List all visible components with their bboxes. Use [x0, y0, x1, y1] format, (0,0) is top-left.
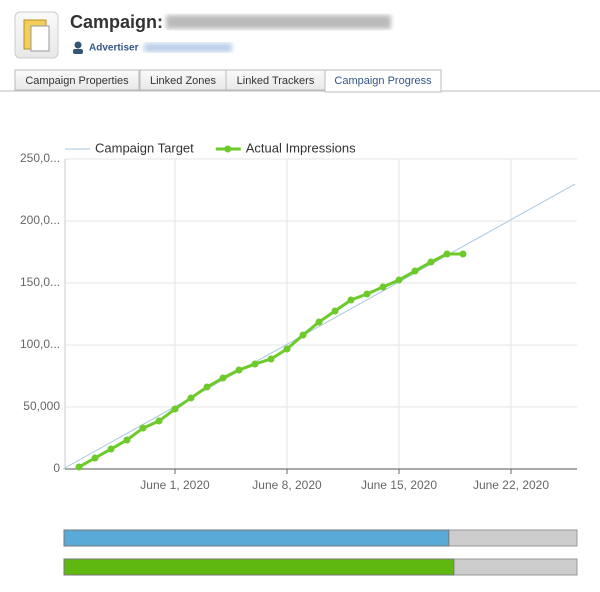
point [171, 405, 179, 413]
legend-marker [224, 145, 232, 153]
point [123, 436, 131, 444]
progress-fill [63, 529, 450, 547]
point [251, 360, 259, 368]
chart: 0 50,000 100,0... 150,0... 200,0... 250,0... J… [20, 140, 577, 492]
point [427, 258, 435, 266]
tab-label[interactable]: Linked Trackers [237, 75, 315, 87]
title: Campaign: [70, 12, 163, 32]
point [347, 296, 355, 304]
x-tick-label: June 15, 2020 [361, 478, 437, 492]
tabs: Campaign Properties Linked Zones Linked Tr… [14, 69, 442, 93]
advertiser-label[interactable]: Advertiser [89, 43, 139, 54]
point [155, 417, 163, 425]
point [75, 463, 83, 471]
tab-label[interactable]: Linked Zones [150, 75, 217, 87]
y-tick-label: 250,0... [20, 151, 60, 165]
tab[interactable] [14, 69, 140, 91]
x-tick-label: June 22, 2020 [473, 478, 549, 492]
point [91, 454, 99, 462]
x-tick-label: June 8, 2020 [252, 478, 322, 492]
point [139, 424, 147, 432]
y-tick-label: 200,0... [20, 213, 60, 227]
user-icon [74, 41, 82, 49]
point [379, 283, 387, 291]
y-tick-label: 100,0... [20, 337, 60, 351]
blurred-name [166, 15, 391, 29]
progress-fill [63, 558, 455, 576]
point [395, 276, 403, 284]
point [411, 267, 419, 275]
point [235, 366, 243, 374]
tab-label[interactable]: Campaign Properties [25, 75, 129, 87]
point [187, 394, 195, 402]
point [107, 445, 115, 453]
point [331, 307, 339, 315]
user-icon-body [73, 49, 83, 54]
point [459, 250, 467, 258]
tab[interactable] [324, 69, 442, 93]
point [203, 383, 211, 391]
y-tick-label: 150,0... [20, 275, 60, 289]
point [363, 290, 371, 298]
y-tick-label: 0 [53, 461, 60, 475]
y-tick-label: 50,000 [23, 399, 60, 413]
point [219, 374, 227, 382]
blurred-advertiser [144, 43, 232, 52]
point [443, 250, 451, 258]
x-tick-label: June 1, 2020 [140, 478, 210, 492]
series-line [62, 183, 576, 470]
point [267, 355, 275, 363]
legend-label: Campaign Target [95, 140, 194, 155]
tab-label[interactable]: Campaign Progress [334, 75, 432, 87]
page-icon [30, 25, 50, 52]
point [299, 331, 307, 339]
point [283, 345, 291, 353]
legend-label: Actual Impressions [246, 140, 356, 155]
point [315, 318, 323, 326]
